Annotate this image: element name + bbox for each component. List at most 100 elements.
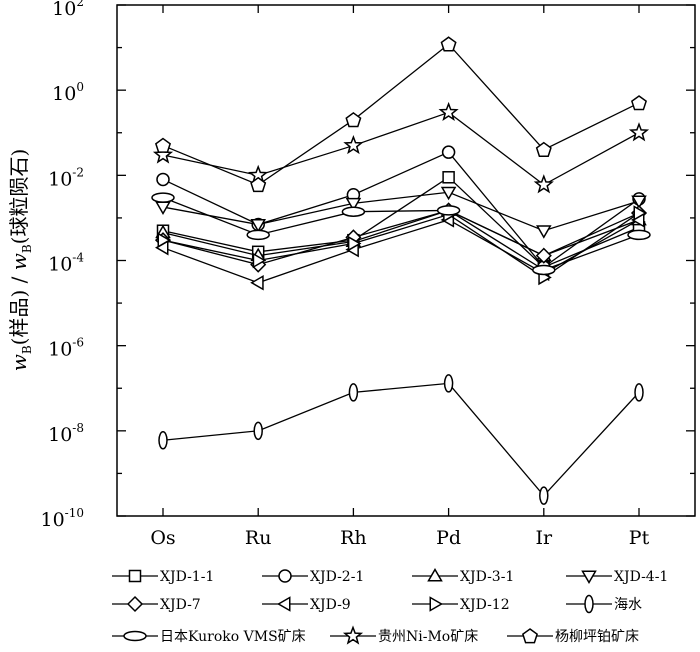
legend-item: XJD-12: [412, 596, 510, 613]
y-tick-exponent: -6: [72, 336, 84, 350]
y-tick-label: 10-4: [48, 251, 84, 276]
legend-item: 日本Kuroko VMS矿床: [112, 629, 306, 645]
series: [158, 374, 644, 505]
x-category-label: Rh: [340, 527, 367, 549]
y-tick-base: 10: [48, 168, 72, 190]
legend-label: XJD-9: [310, 597, 351, 613]
y-tick-label: 102: [52, 0, 84, 20]
legend-label: 日本Kuroko VMS矿床: [160, 629, 306, 645]
data-point: [631, 195, 647, 209]
x-category-label: Os: [150, 527, 175, 549]
y-tick-base: 10: [52, 0, 76, 20]
data-point: [347, 235, 362, 252]
series: [151, 192, 651, 276]
y-tick-label: 10-6: [48, 336, 84, 361]
data-point: [440, 36, 457, 52]
svg-text:wB(样品) / wB(球粒陨石): wB(样品) / wB(球粒陨石): [7, 149, 34, 372]
legend-label: XJD-7: [160, 597, 201, 613]
x-category-label: Ru: [245, 527, 272, 549]
legend-label: XJD-12: [460, 597, 510, 613]
data-point: [246, 229, 270, 241]
y-tick-exponent: 2: [76, 0, 84, 9]
x-axis-ticks: Os Ru Rh Pd Ir Pt: [150, 5, 650, 549]
series: [154, 202, 648, 273]
legend-marker: [427, 568, 443, 582]
y-tick-base: 10: [52, 83, 76, 105]
data-point: [158, 431, 168, 450]
data-point: [250, 176, 267, 193]
y-tick-base: 10: [48, 339, 72, 361]
y-tick-exponent: 0: [76, 80, 84, 94]
y-tick-base: 10: [40, 509, 64, 531]
data-point: [440, 186, 457, 201]
data-point: [151, 192, 175, 203]
y-tick-exponent: -10: [65, 506, 84, 520]
legend-item: XJD-2-1: [262, 569, 364, 585]
data-point: [535, 247, 552, 264]
data-point: [250, 219, 266, 233]
data-point: [345, 112, 362, 128]
data-point: [436, 205, 461, 216]
legend-marker: [128, 569, 142, 583]
x-category-label: Ir: [536, 527, 554, 549]
legend-item: XJD-1-1: [112, 569, 214, 585]
data-point: [343, 134, 364, 155]
y-title-slash: /: [7, 270, 31, 289]
series-line: [162, 151, 640, 268]
data-point: [157, 232, 172, 248]
y-tick-base: 10: [48, 254, 72, 276]
data-point: [252, 252, 267, 269]
legend-item: XJD-9: [262, 596, 351, 613]
legend-label: XJD-3-1: [460, 569, 514, 585]
y-tick-base: 10: [48, 424, 72, 446]
legend-marker: [126, 595, 144, 613]
legend-item: 贵州Ni-Mo矿床: [330, 625, 478, 645]
legend-marker: [342, 625, 364, 645]
legend-item: XJD-3-1: [412, 568, 514, 585]
series: [155, 202, 647, 262]
legend-item: XJD-7: [112, 595, 201, 613]
y-tick-label: 10-10: [40, 506, 84, 531]
y-title-sub1: B: [20, 345, 34, 354]
series: [152, 101, 650, 194]
data-point: [438, 101, 459, 122]
data-point: [441, 145, 456, 159]
legend-label: 海水: [614, 597, 642, 613]
y-axis-title: wB(样品) / wB(球粒陨石): [7, 149, 34, 372]
series: [156, 145, 646, 274]
series-layer: [151, 36, 651, 505]
y-tick-label: 10-8: [48, 421, 84, 446]
legend-label: XJD-2-1: [310, 569, 364, 585]
data-point: [533, 174, 554, 194]
legend-marker: [278, 569, 292, 583]
series-line: [162, 43, 640, 186]
data-point: [532, 264, 556, 276]
y-title-w1: w: [7, 354, 31, 371]
data-point: [634, 383, 644, 402]
data-point: [630, 95, 648, 111]
data-point: [536, 225, 552, 239]
legend-marker: [521, 628, 539, 644]
series-line: [162, 209, 640, 266]
data-point: [156, 172, 170, 187]
series-line: [162, 191, 640, 232]
series-line: [162, 212, 640, 279]
y-title-paren1: (样品): [7, 290, 31, 346]
y-tick-label: 10-2: [48, 165, 84, 190]
y-title-w2: w: [7, 253, 31, 270]
series-line: [162, 196, 640, 271]
data-point: [627, 229, 651, 241]
y-tick-label: 100: [52, 80, 84, 105]
data-point: [539, 486, 549, 505]
legend-label: XJD-4-1: [614, 569, 668, 585]
legend-marker: [581, 570, 597, 584]
legend-marker: [429, 596, 443, 612]
legend-item: 海水: [566, 594, 642, 614]
data-point: [341, 206, 366, 217]
series-line: [162, 382, 640, 497]
legend-label: 杨柳坪铂矿床: [555, 628, 639, 645]
legend-marker: [584, 594, 594, 614]
